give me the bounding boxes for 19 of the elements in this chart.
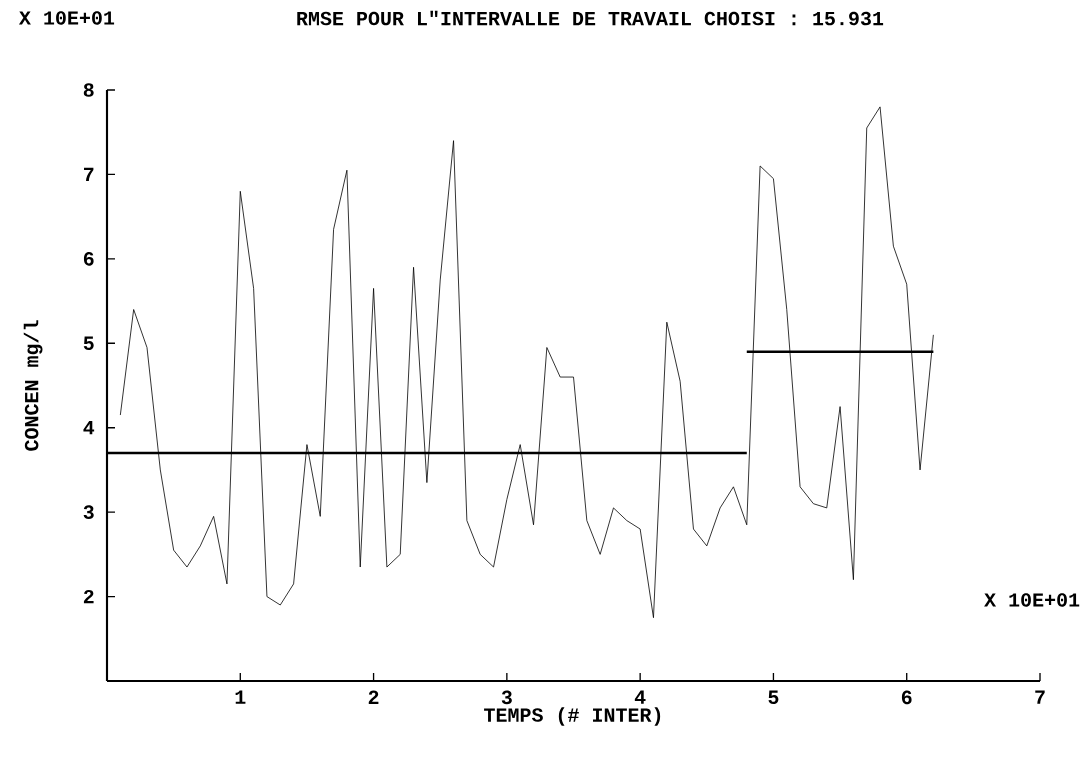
x-tick-label: 3	[501, 690, 512, 705]
chart-title: RMSE POUR L"INTERVALLE DE TRAVAIL CHOISI : 15.931	[297, 10, 884, 26]
y-tick-label: 8	[83, 83, 94, 97]
x-tick-label: 1	[235, 690, 246, 704]
annotation: X 10E+01	[984, 593, 1080, 607]
x-axis-title: TEMPS (# INTER)	[484, 707, 661, 726]
y-tick-label: 4	[83, 421, 95, 435]
y-tick-label: 7	[84, 167, 94, 182]
x-tick-label: 6	[901, 690, 912, 705]
x-tick-label: 7	[1035, 690, 1045, 704]
x-tick-label: 4	[634, 690, 646, 704]
y-tick-label: 5	[83, 336, 94, 350]
y-tick-label: 3	[83, 505, 94, 519]
x-tick-label: 2	[368, 690, 379, 704]
x-tick-label: 5	[768, 690, 779, 704]
text: X 10E+01	[18, 11, 115, 25]
y-tick-label: 2	[83, 589, 94, 604]
y-axis-title: CONCEN mg/l	[23, 320, 43, 451]
y-tick-label: 6	[83, 252, 94, 266]
